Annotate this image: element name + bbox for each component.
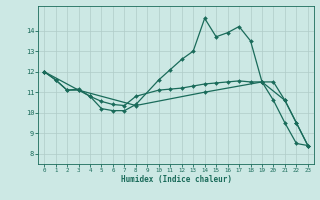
X-axis label: Humidex (Indice chaleur): Humidex (Indice chaleur) — [121, 175, 231, 184]
